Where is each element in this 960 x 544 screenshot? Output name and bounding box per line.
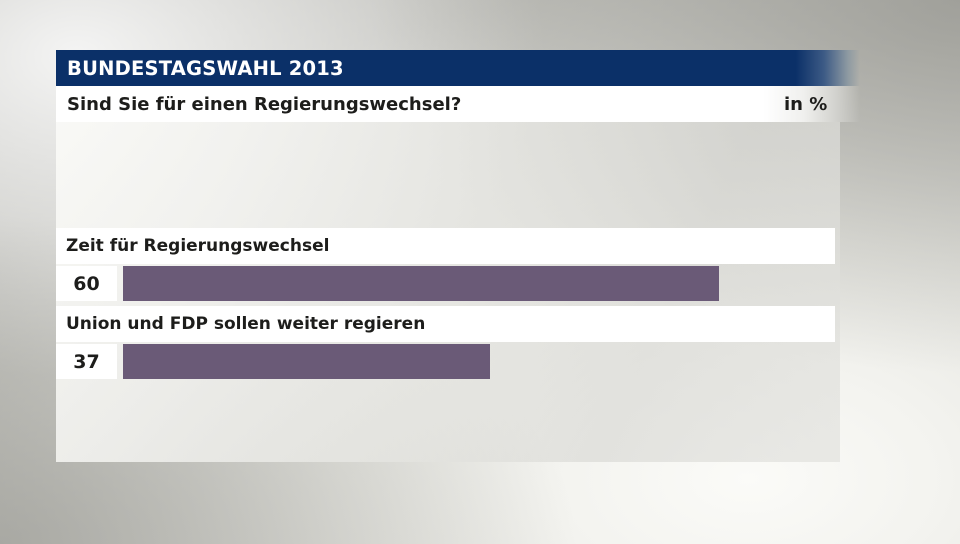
subtitle-bar: Sind Sie für einen Regierungswechsel? in… [56,86,860,122]
bar-category-label: Zeit für Regierungswechsel [66,236,330,256]
page-title: BUNDESTAGSWAHL 2013 [67,56,344,80]
bar-row-label: Union und FDP sollen weiter regieren [56,306,835,342]
chart-panel: Zeit für Regierungswechsel 60 Union und FD… [56,122,840,462]
bar-value-label: 60 [73,272,100,295]
bar-value-label: 37 [73,350,100,373]
question-text: Sind Sie für einen Regierungswechsel? [67,93,462,115]
bar-value-box: 60 [56,266,117,301]
bar-category-label: Union und FDP sollen weiter regieren [66,314,426,334]
bar-chart: Zeit für Regierungswechsel 60 Union und FD… [56,122,840,462]
bar-row-label: Zeit für Regierungswechsel [56,228,835,264]
title-bar: BUNDESTAGSWAHL 2013 [56,50,860,86]
bar-value-box: 37 [56,344,117,379]
bar-fill [123,344,490,379]
bar-fill [123,266,719,301]
unit-label: in % [784,93,828,115]
